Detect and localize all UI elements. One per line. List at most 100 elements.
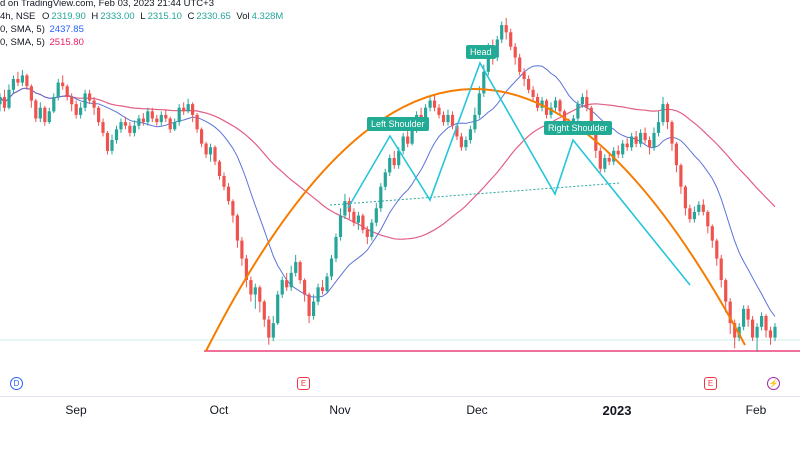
- candle-body-down: [307, 294, 311, 316]
- candle-body-down: [303, 280, 307, 295]
- candle-body-up: [338, 215, 343, 237]
- open-label: O: [42, 11, 50, 22]
- candle-body-down: [97, 107, 101, 123]
- candle-body-down: [244, 258, 248, 280]
- candle-body-up: [603, 158, 607, 169]
- candle-body-up: [280, 280, 284, 295]
- head-label: Head: [466, 45, 496, 59]
- candle-body-down: [746, 308, 750, 320]
- candle-body-down: [683, 186, 687, 209]
- candle-body-down: [504, 25, 508, 33]
- dividend-event-icon[interactable]: D: [10, 377, 23, 390]
- candle-body-down: [200, 129, 204, 144]
- candle-body-down: [204, 143, 208, 155]
- candle-body-down: [751, 319, 755, 338]
- candle-body-down: [688, 208, 692, 220]
- candle-body-down: [320, 287, 325, 291]
- candle-body-up: [388, 158, 392, 173]
- candle-body-up: [11, 79, 15, 90]
- candle-body-down: [531, 89, 535, 97]
- candle-body-up: [580, 97, 584, 105]
- time-label-oct: Oct: [209, 403, 229, 417]
- candle-body-down: [74, 104, 78, 115]
- candle-body-down: [128, 125, 132, 133]
- candle-body-up: [379, 186, 383, 209]
- earnings-event-icon[interactable]: E: [297, 377, 310, 390]
- head-shoulders-pattern-line: [347, 61, 691, 286]
- candle-body-down: [509, 32, 513, 47]
- candle-body-down: [706, 211, 710, 227]
- candle-body-down: [607, 158, 611, 162]
- candle-body-up: [576, 104, 580, 119]
- candle-body-up: [621, 143, 625, 155]
- candle-body-down: [123, 122, 127, 126]
- candle-body-down: [195, 114, 199, 130]
- time-label-sep: Sep: [65, 403, 87, 417]
- candle-body-up: [652, 132, 656, 148]
- sma-slow-line: [0, 87, 776, 240]
- candle-body-up: [276, 294, 280, 324]
- earnings-event-icon[interactable]: E: [704, 377, 717, 390]
- candle-body-down: [406, 136, 410, 144]
- candle-body-down: [665, 104, 670, 123]
- candle-body-up: [370, 222, 374, 237]
- candle-body-up: [630, 136, 634, 148]
- sma-fast-legend: 0, SMA, 5) 2437.85: [0, 24, 84, 35]
- candle-body-down: [715, 240, 719, 259]
- candle-body-up: [114, 129, 119, 141]
- candle-body-down: [2, 97, 7, 108]
- candle-body-down: [648, 140, 652, 148]
- candle-body-down: [432, 100, 437, 108]
- price-chart[interactable]: [0, 0, 800, 395]
- volume-label: Vol: [236, 11, 250, 22]
- candle-body-up: [424, 107, 428, 123]
- time-axis-border: [0, 396, 800, 397]
- candle-body-up: [186, 104, 190, 112]
- neckline: [329, 182, 621, 206]
- sma-fast-value: 2437.85: [49, 24, 84, 35]
- candle-body-up: [549, 107, 553, 115]
- candle-body-up: [692, 211, 696, 220]
- candle-body-up: [83, 93, 87, 108]
- time-label-dec: Dec: [466, 403, 488, 417]
- candle-body-up: [343, 201, 347, 216]
- candle-body-down: [764, 316, 768, 331]
- sma-fast-line: [0, 65, 776, 317]
- candle-body-down: [455, 125, 459, 137]
- candle-body-up: [540, 100, 544, 108]
- candle-body-up: [473, 114, 477, 130]
- rounding-top-arc: [205, 88, 746, 352]
- sma-slow-label: 0, SMA, 5): [0, 37, 45, 48]
- ohlc-legend: 4h, NSE O 2319.90 H 2333.00 L 2315.10 C 2330…: [0, 11, 283, 22]
- candle-body-up: [500, 25, 504, 40]
- sma-fast-label: 0, SMA, 5): [0, 24, 45, 35]
- candle-body-up: [173, 122, 177, 130]
- candle-body-down: [61, 82, 65, 87]
- candle-body-up: [477, 93, 481, 115]
- candle-body-down: [513, 46, 517, 58]
- candle-body-down: [213, 147, 217, 162]
- candle-body-up: [495, 39, 499, 58]
- candle-body-down: [616, 150, 620, 155]
- candle-body-down: [701, 204, 705, 212]
- candle-body-down: [222, 176, 226, 187]
- candle-body-up: [639, 132, 643, 144]
- candle-body-down: [258, 287, 262, 302]
- candle-body-down: [16, 79, 20, 83]
- candle-body-up: [773, 326, 777, 338]
- candle-body-down: [168, 118, 172, 130]
- split-event-icon[interactable]: ⚡: [767, 377, 780, 390]
- candle-body-up: [52, 97, 56, 112]
- candle-body-up: [374, 208, 378, 223]
- candle-body-up: [486, 50, 490, 72]
- candle-body-down: [558, 100, 562, 112]
- candle-body-down: [728, 301, 732, 324]
- candle-body-down: [231, 201, 235, 216]
- close-value: 2330.65: [196, 11, 231, 22]
- candle-body-down: [155, 118, 159, 123]
- candle-body-up: [132, 125, 136, 133]
- candle-body-up: [159, 114, 163, 123]
- candle-body-down: [92, 100, 96, 108]
- candle-body-up: [553, 100, 558, 108]
- candle-body-up: [312, 301, 316, 316]
